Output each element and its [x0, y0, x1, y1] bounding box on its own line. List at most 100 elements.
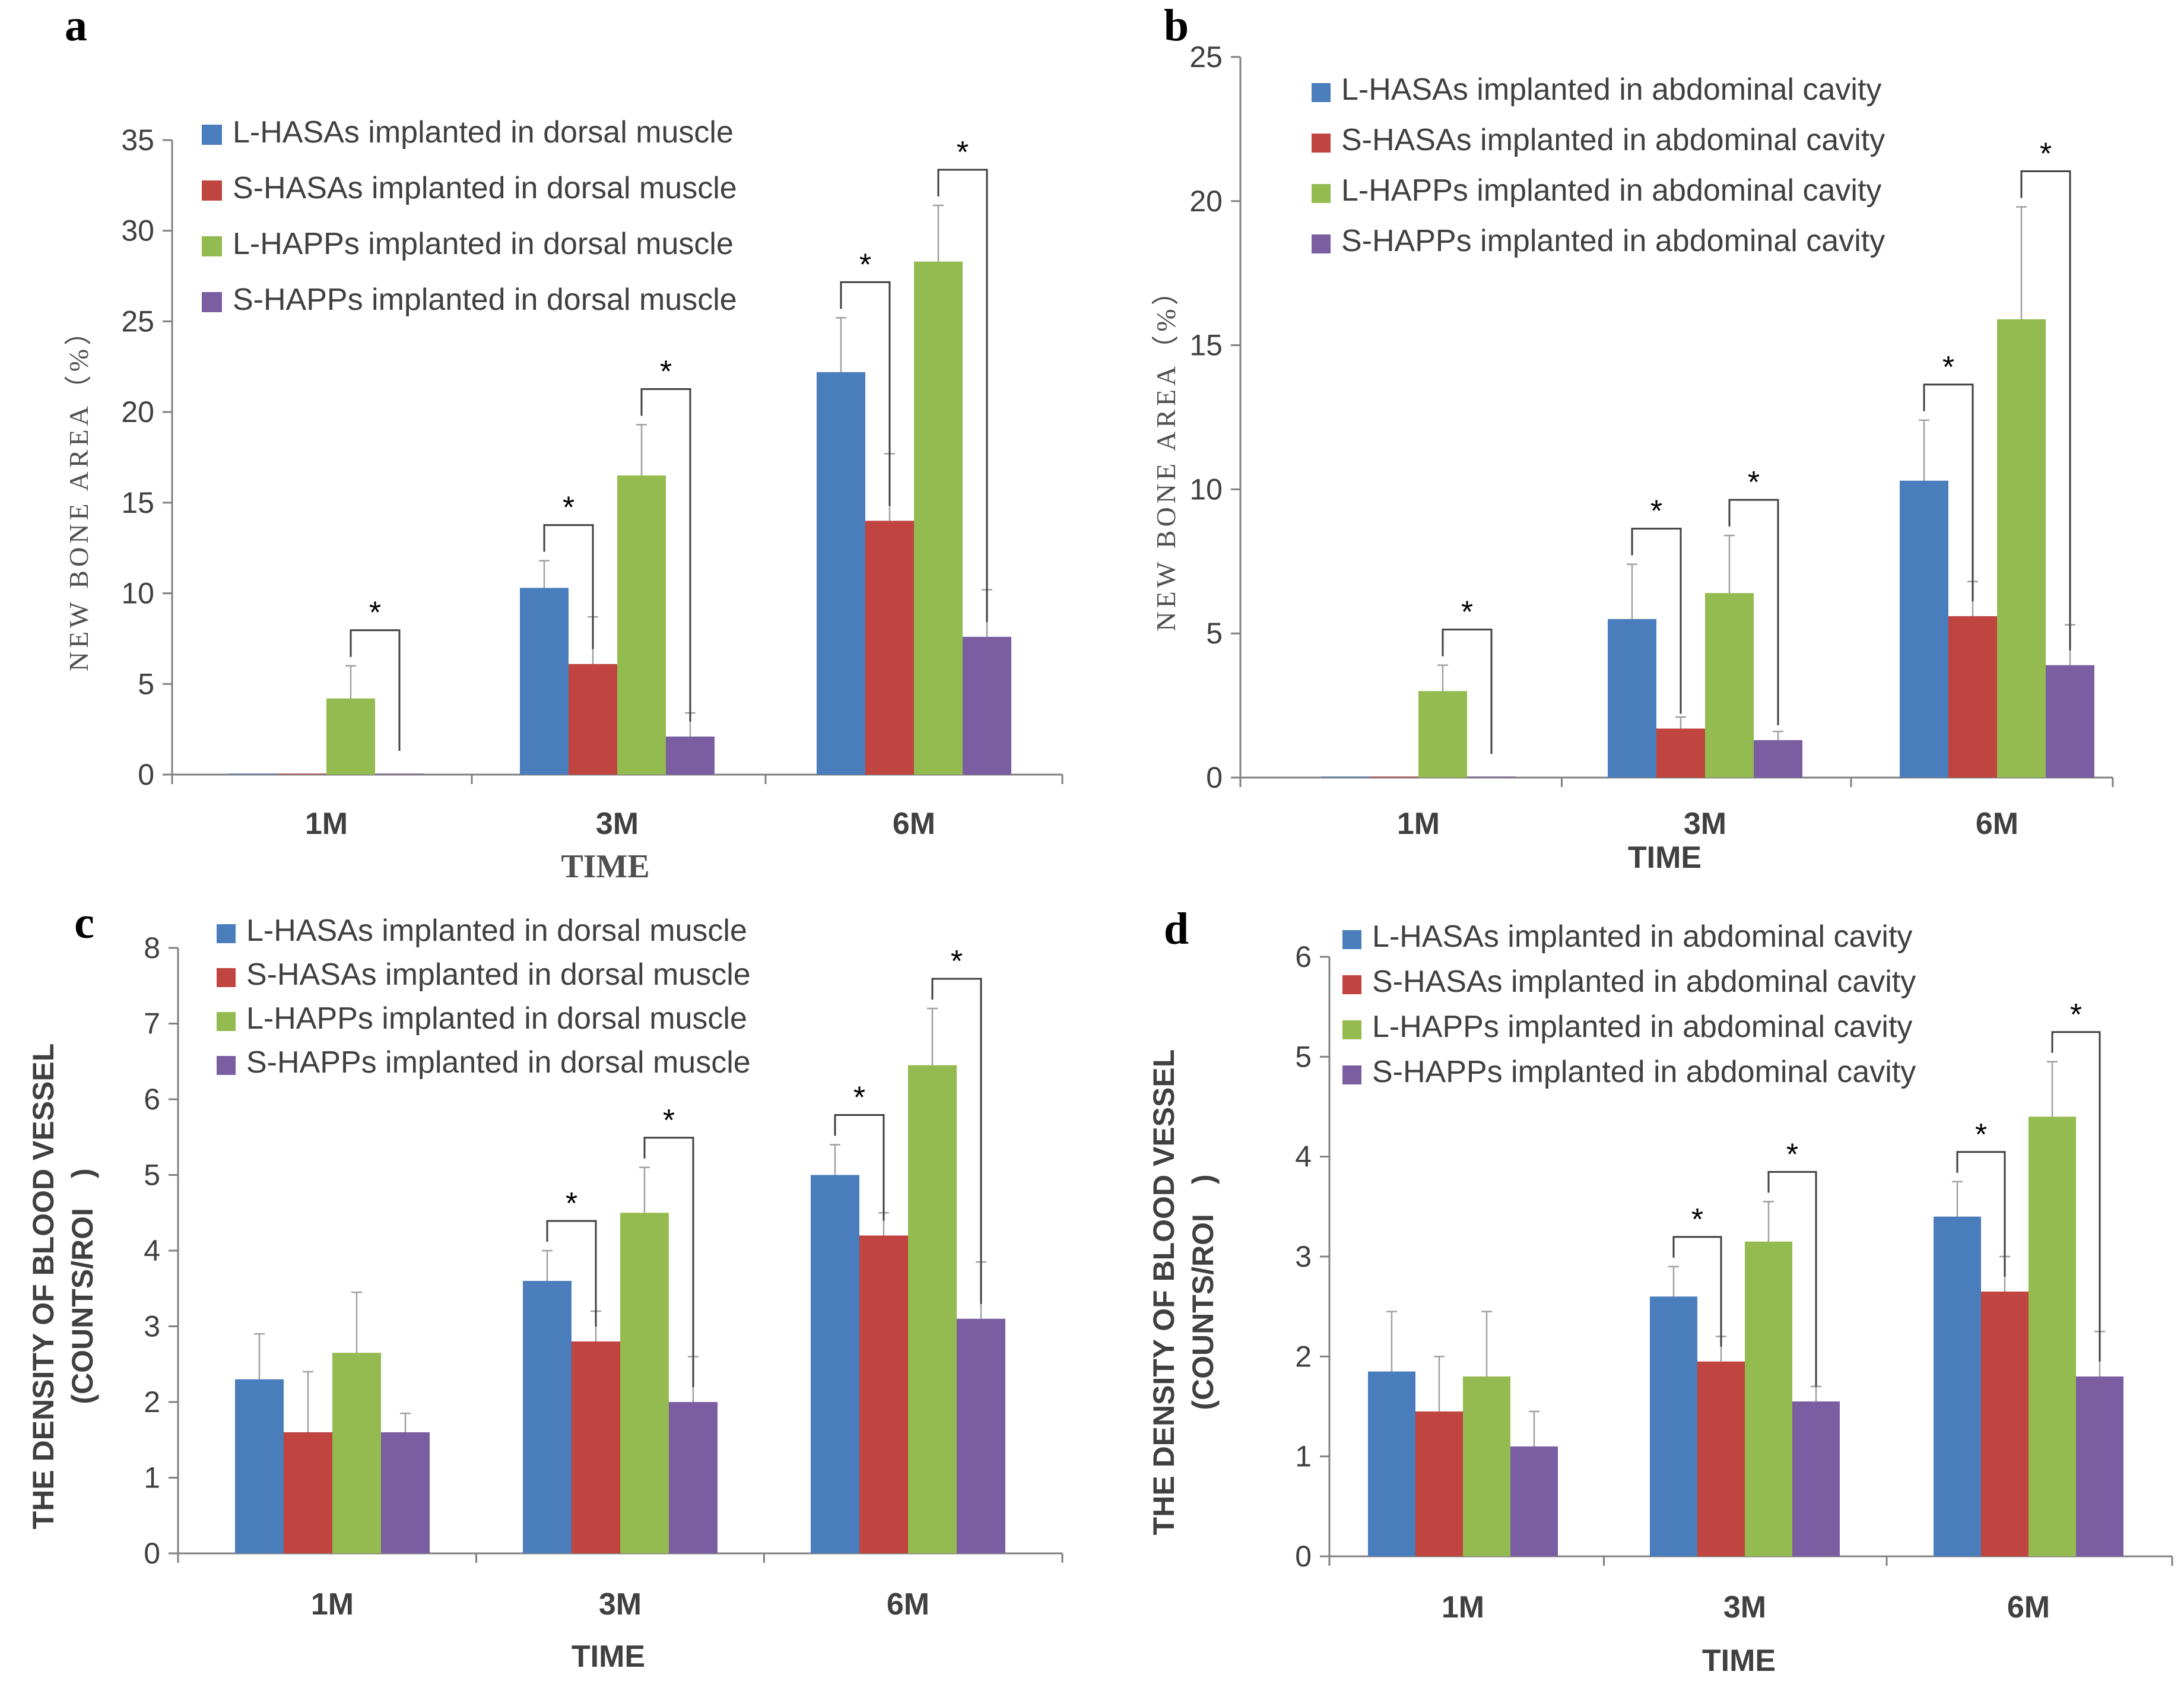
y-tick-label: 5 [138, 667, 154, 700]
significance-star: * [1942, 350, 1954, 385]
y-axis-title: THE DENSITY OF BLOOD VESSEL [27, 1043, 60, 1530]
bar-L-HAPPs-1M [332, 1353, 381, 1553]
significance-bracket [1672, 1236, 1722, 1347]
significance-star: * [859, 248, 871, 282]
significance-bracket [834, 1114, 885, 1221]
legend-swatch-L-HASAs [217, 924, 236, 943]
legend-swatch-S-HAPPs [202, 292, 222, 312]
significance-star: * [566, 1187, 577, 1221]
significance-bracket [1442, 629, 1493, 754]
bar-L-HAPPs-3M [1705, 593, 1754, 778]
legend-swatch-L-HASAs [1312, 83, 1331, 102]
bar-L-HASAs-1M [1368, 1371, 1415, 1556]
x-tick-label-1M: 1M [1397, 807, 1440, 841]
y-axis-title: THE DENSITY OF BLOOD VESSEL [1147, 1049, 1180, 1536]
bar-S-HASAs-6M [865, 521, 914, 775]
bar-S-HAPPs-3M [666, 736, 715, 775]
y-tick-label: 3 [144, 1310, 160, 1343]
chart-panel-a: a 0 5 10 15 20 25 30 35 1M 3M 6M TIME NEW BONE AREA（%… [64, 1, 1064, 885]
x-tick-label-6M: 6M [2007, 1590, 2050, 1625]
y-tick-label: 0 [1295, 1540, 1312, 1573]
legend-swatch-S-HASAs [1312, 134, 1331, 153]
chart-panel-d: d 0 1 2 3 4 5 6 1M 3M 6M TIME THE DENSITY OF BLOOD V… [1147, 904, 2173, 1678]
significance-star: * [1786, 1137, 1798, 1172]
x-axis-title: TIME [561, 848, 649, 885]
legend-swatch-L-HASAs [1342, 930, 1361, 949]
panel-letter: b [1164, 1, 1189, 50]
x-tick-label-3M: 3M [1684, 807, 1726, 841]
bar-L-HASAs-1M [235, 1379, 284, 1553]
significance-bracket [840, 281, 891, 506]
legend-entry-L-HASAs: L-HASAs implanted in abdominal cavity [1372, 919, 1912, 954]
significance-star: * [369, 596, 381, 630]
bar-L-HASAs-6M [811, 1175, 859, 1553]
legend-swatch-L-HAPPs [202, 236, 222, 256]
bar-S-HASAs-1M [1370, 776, 1418, 778]
x-tick-label-3M: 3M [596, 807, 639, 841]
legend-swatch-L-HAPPs [217, 1012, 236, 1031]
bar-S-HASAs-3M [569, 664, 617, 775]
legend-entry-L-HASAs: L-HASAs implanted in dorsal muscle [246, 913, 747, 948]
bar-L-HAPPs-1M [1463, 1376, 1510, 1556]
x-tick-label-6M: 6M [887, 1587, 929, 1622]
bar-S-HASAs-3M [572, 1341, 620, 1553]
y-tick-label: 15 [1189, 329, 1223, 362]
y-tick-label: 2 [144, 1385, 160, 1419]
legend-swatch-S-HASAs [1342, 975, 1361, 994]
y-axis-title-units: (COUNTS/ROI ) [66, 1168, 99, 1404]
y-tick-label: 25 [1189, 40, 1223, 74]
bar-S-HASAs-3M [1656, 728, 1705, 778]
y-tick-label: 4 [144, 1234, 160, 1267]
bar-S-HASAs-1M [1415, 1411, 1463, 1556]
y-tick-label: 0 [138, 758, 154, 791]
bar-L-HAPPs-3M [1745, 1241, 1792, 1556]
significance-star: * [663, 1103, 675, 1138]
legend-swatch-S-HAPPs [1312, 234, 1331, 253]
significance-bracket [640, 388, 691, 722]
x-tick-label-1M: 1M [305, 807, 348, 841]
significance-bracket [1923, 383, 1974, 602]
legend-entry-L-HASAs: L-HASAs implanted in dorsal muscle [233, 115, 734, 150]
panel-letter: d [1164, 904, 1189, 954]
x-tick-label-1M: 1M [311, 1587, 354, 1622]
x-tick-label-3M: 3M [1723, 1590, 1766, 1625]
bar-S-HAPPs-6M [2046, 665, 2094, 778]
bar-L-HASAs-6M [1900, 480, 1948, 778]
significance-star: * [1650, 494, 1662, 529]
y-tick-label: 2 [1295, 1340, 1312, 1373]
y-tick-label: 7 [144, 1007, 160, 1041]
bar-S-HASAs-1M [284, 1432, 332, 1553]
y-tick-label: 10 [1189, 472, 1223, 506]
significance-bracket [1956, 1151, 2006, 1277]
chart-panel-c: c 0 1 2 3 4 5 6 7 8 1M 3M 6M TIME THE DENSITY OF BLOOD… [27, 898, 1064, 1674]
bar-S-HAPPs-1M [1510, 1446, 1558, 1556]
panel-letter: c [74, 898, 94, 948]
legend-swatch-S-HAPPs [1342, 1065, 1361, 1084]
x-tick-label-6M: 6M [1976, 807, 2018, 841]
significance-bracket [1728, 499, 1779, 725]
y-tick-label: 25 [121, 304, 154, 338]
significance-bracket [546, 1220, 597, 1327]
bar-S-HAPPs-6M [2076, 1376, 2123, 1556]
y-tick-label: 4 [1295, 1140, 1312, 1173]
x-tick-label-6M: 6M [893, 807, 935, 841]
significance-bracket [643, 1137, 694, 1387]
significance-star: * [853, 1081, 865, 1115]
significance-bracket [2020, 170, 2071, 651]
bar-L-HASAs-6M [817, 372, 865, 775]
legend-entry-L-HAPPs: L-HAPPs implanted in dorsal muscle [233, 227, 734, 261]
y-axis-title-units: (COUNTS/ROI ) [1186, 1174, 1220, 1410]
x-axis-title: TIME [572, 1639, 645, 1674]
y-tick-label: 0 [144, 1537, 160, 1570]
bar-S-HASAs-6M [1981, 1291, 2029, 1556]
bar-S-HASAs-6M [1948, 616, 1997, 778]
legend-entry-S-HAPPs: S-HAPPs implanted in dorsal muscle [246, 1045, 751, 1080]
legend-swatch-S-HASAs [202, 180, 222, 201]
bar-L-HAPPs-6M [2029, 1116, 2076, 1556]
bar-S-HASAs-1M [278, 773, 326, 775]
y-tick-label: 1 [144, 1461, 160, 1495]
legend-swatch-L-HAPPs [1342, 1020, 1361, 1039]
bar-S-HASAs-3M [1697, 1361, 1745, 1556]
legend-entry-L-HAPPs: L-HAPPs implanted in dorsal muscle [246, 1001, 747, 1036]
